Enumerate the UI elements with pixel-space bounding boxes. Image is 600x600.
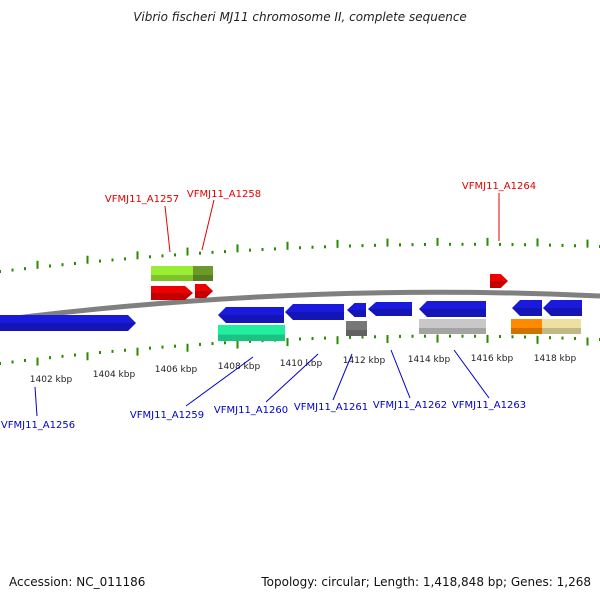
gene-label: VFMJ11_A1257 [105, 194, 179, 205]
gene-feature-arrow-shade [543, 308, 582, 316]
gene-feature-cds-shade [542, 328, 581, 334]
scale-label: 1412 kbp [343, 356, 386, 366]
scale-label: 1406 kbp [155, 365, 198, 375]
gene-label: VFMJ11_A1256 [1, 420, 75, 431]
scale-labels: 1402 kbp 1404 kbp 1406 kbp 1408 kbp 1410 kbp… [30, 354, 577, 385]
map-title: Vibrio fischeri MJ11 chromosome II, comp… [133, 10, 467, 24]
gene-feature-arrow-shade [195, 291, 213, 298]
gene-feature-arrow [0, 315, 136, 331]
gene-feature-arrow [543, 300, 582, 316]
callout-leader-line [332, 353, 353, 401]
gene-feature-cds [511, 319, 542, 334]
gene-feature-arrow [419, 301, 486, 317]
gene-label: VFMJ11_A1262 [373, 400, 447, 411]
gene-feature-arrow-shade [419, 309, 486, 317]
scale-label: 1410 kbp [280, 359, 323, 369]
accession-label: Accession: NC_011186 [9, 575, 146, 589]
gene-label: VFMJ11_A1261 [294, 402, 368, 413]
gene-feature-rna [218, 325, 285, 341]
callout-leader-line [265, 353, 319, 403]
gene-feature-arrow [512, 300, 542, 316]
gene-feature-cds [346, 321, 367, 336]
callout-leader-line [201, 199, 215, 251]
genome-summary: Topology: circular; Length: 1,418,848 bp… [261, 575, 591, 589]
gene-feature-arrow-shade [285, 312, 344, 320]
gene-feature-arrow-shade [218, 315, 284, 323]
callout-leader-line [185, 356, 254, 407]
callout-leader-line [164, 205, 171, 253]
gene-label: VFMJ11_A1264 [462, 181, 536, 192]
gene-feature-arrow [285, 304, 344, 320]
gene-label: VFMJ11_A1258 [187, 189, 261, 200]
gene-callouts: VFMJ11_A1257 VFMJ11_A1258 VFMJ11_A1264 VFMJ… [1, 181, 536, 431]
gene-feature-cds-shade [419, 328, 486, 334]
callout-leader-line [34, 386, 38, 417]
gene-feature-arrow [195, 284, 213, 298]
gene-label: VFMJ11_A1263 [452, 400, 526, 411]
gene-feature-cds [151, 266, 195, 281]
callout-leader-line [453, 349, 490, 399]
gene-feature-arrow [218, 307, 284, 323]
gene-feature-cds-shade [511, 328, 542, 334]
gene-feature-arrow [151, 286, 193, 300]
gene-feature-cds-shade [151, 275, 195, 281]
scale-label: 1418 kbp [534, 354, 577, 364]
callout-leader-line [390, 349, 411, 399]
gene-features [0, 266, 582, 341]
gene-feature-cds [542, 319, 581, 334]
scale-label: 1416 kbp [471, 354, 514, 364]
gene-feature-cds [193, 266, 213, 281]
gene-feature-arrow-shade [512, 308, 542, 316]
gene-feature-arrow [490, 274, 508, 288]
gene-feature-cds-shade [193, 275, 213, 281]
scale-label: 1404 kbp [93, 370, 136, 380]
gene-feature-cds [419, 319, 486, 334]
gene-feature-arrow-shade [0, 323, 136, 331]
scale-label: 1414 kbp [408, 355, 451, 365]
gene-label: VFMJ11_A1260 [214, 405, 288, 416]
chromosome-backbone [0, 289, 600, 323]
scale-label: 1402 kbp [30, 375, 73, 385]
gene-feature-arrow-shade [347, 310, 366, 317]
gene-feature-arrow [368, 302, 412, 316]
gene-feature-arrow [347, 303, 366, 317]
top-scale-ticks [0, 237, 600, 273]
gene-feature-rna-shade [218, 334, 285, 341]
gene-label: VFMJ11_A1259 [130, 410, 204, 421]
gene-feature-arrow-shade [368, 309, 412, 316]
gene-feature-arrow-shade [151, 293, 193, 300]
gene-feature-arrow-shade [490, 281, 508, 288]
gene-feature-cds-shade [346, 330, 367, 336]
